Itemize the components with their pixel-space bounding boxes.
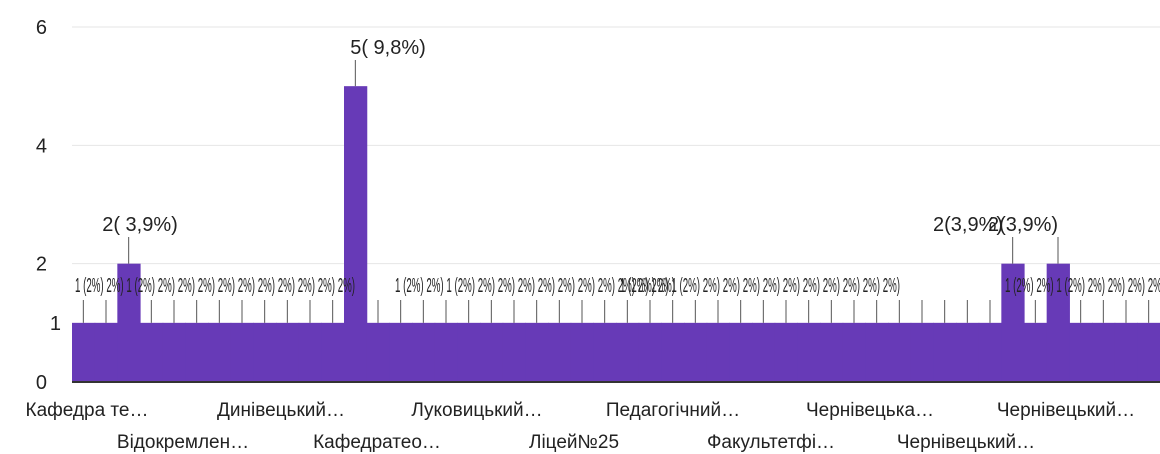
bar — [162, 322, 186, 382]
x-category-label: Педагогічний… — [606, 400, 740, 421]
bar — [570, 322, 594, 382]
bar — [1024, 322, 1048, 382]
bar — [230, 322, 254, 382]
bar — [956, 322, 980, 382]
x-category-label: Чернівецька… — [806, 400, 934, 421]
y-tick-label: 4 — [36, 135, 47, 157]
bar — [797, 322, 821, 382]
bar — [1137, 322, 1160, 382]
y-tick-label: 0 — [36, 372, 47, 394]
bar — [185, 322, 209, 382]
x-category-label: Відокремлен… — [117, 432, 249, 453]
bar — [638, 322, 662, 382]
bar — [412, 322, 436, 382]
annotations: 5( 9,8%) 2( 3,9%) 2(3,9%)2(3,9%) — [102, 37, 1059, 264]
y-tick-label: 6 — [36, 17, 47, 39]
bar — [593, 322, 617, 382]
bar — [117, 263, 141, 382]
bar — [344, 86, 368, 383]
x-category-label: Луковицький… — [411, 400, 542, 421]
bar — [94, 322, 118, 382]
bar — [1046, 263, 1070, 382]
gridlines — [72, 26, 1160, 265]
bar — [434, 322, 458, 382]
bar — [842, 322, 866, 382]
bar — [1092, 322, 1116, 382]
bar — [729, 322, 753, 382]
y-annotation-one: 1 — [50, 313, 61, 335]
bar — [457, 322, 481, 382]
bar — [321, 322, 345, 382]
bar — [820, 322, 844, 382]
bar — [616, 322, 640, 382]
bar — [978, 322, 1002, 382]
x-category-label: Чернівецький… — [997, 400, 1135, 421]
small-bar-labels: 1 (2%) 2%) 1 (2%) 2%) 2%) 2%) 2%) 2%) 2%… — [75, 275, 1160, 323]
annotation-label: 2( 3,9%) — [102, 214, 178, 236]
bar — [1069, 322, 1093, 382]
bar — [548, 322, 572, 382]
bar — [276, 322, 300, 382]
x-category-label: Динівецький… — [217, 400, 345, 421]
bar — [1114, 322, 1138, 382]
bar — [253, 322, 277, 382]
small-bar-labels-group-4: 1 (2%) 2%) 1 (2%) 2%) 2%) 2%) 2%) 2%) 2%… — [1005, 275, 1160, 297]
x-category-label: Кафедратео… — [313, 432, 441, 453]
bar — [298, 322, 322, 382]
bar — [1001, 263, 1025, 382]
bar — [910, 322, 934, 382]
bar — [684, 322, 708, 382]
bar — [389, 322, 413, 382]
bars — [72, 86, 1160, 383]
bar — [480, 322, 504, 382]
x-category-label: Факультетфі… — [707, 432, 835, 453]
bar — [706, 322, 730, 382]
bar — [774, 322, 798, 382]
y-tick-label: 2 — [36, 254, 47, 276]
bar — [502, 322, 526, 382]
x-category-label: Ліцей№25 — [529, 432, 619, 453]
small-bar-labels-group-2: 1 (2%) 2%) 1 (2%) 2%) 2%) 2%) 2%) 2%) 2%… — [395, 275, 675, 297]
bar — [933, 322, 957, 382]
annotation-label: 2(3,9%) — [933, 214, 1003, 236]
x-axis-category-labels: Кафедра те… Відокремлен… Динівецький… Кафед… — [26, 400, 1136, 453]
bar — [865, 322, 889, 382]
bar — [752, 322, 776, 382]
bar — [140, 322, 164, 382]
x-category-label: Чернівецький… — [897, 432, 1035, 453]
bar — [366, 322, 390, 382]
annotation-label: 5( 9,8%) — [350, 37, 426, 59]
bar — [525, 322, 549, 382]
y-axis-ticks: 0 2 4 6 1 — [36, 17, 61, 394]
bar — [661, 322, 685, 382]
annotation-label: 2(3,9%) — [988, 214, 1058, 236]
bar — [208, 322, 232, 382]
bar — [72, 322, 96, 382]
bar — [888, 322, 912, 382]
small-bar-labels-group-3: 1 (2%) 2%) 1 (2%) 2%) 2%) 2%) 2%) 2%) 2%… — [620, 275, 900, 297]
x-category-label: Кафедра те… — [26, 400, 149, 421]
small-bar-labels-group-1: 1 (2%) 2%) 1 (2%) 2%) 2%) 2%) 2%) 2%) 2%… — [75, 275, 355, 297]
